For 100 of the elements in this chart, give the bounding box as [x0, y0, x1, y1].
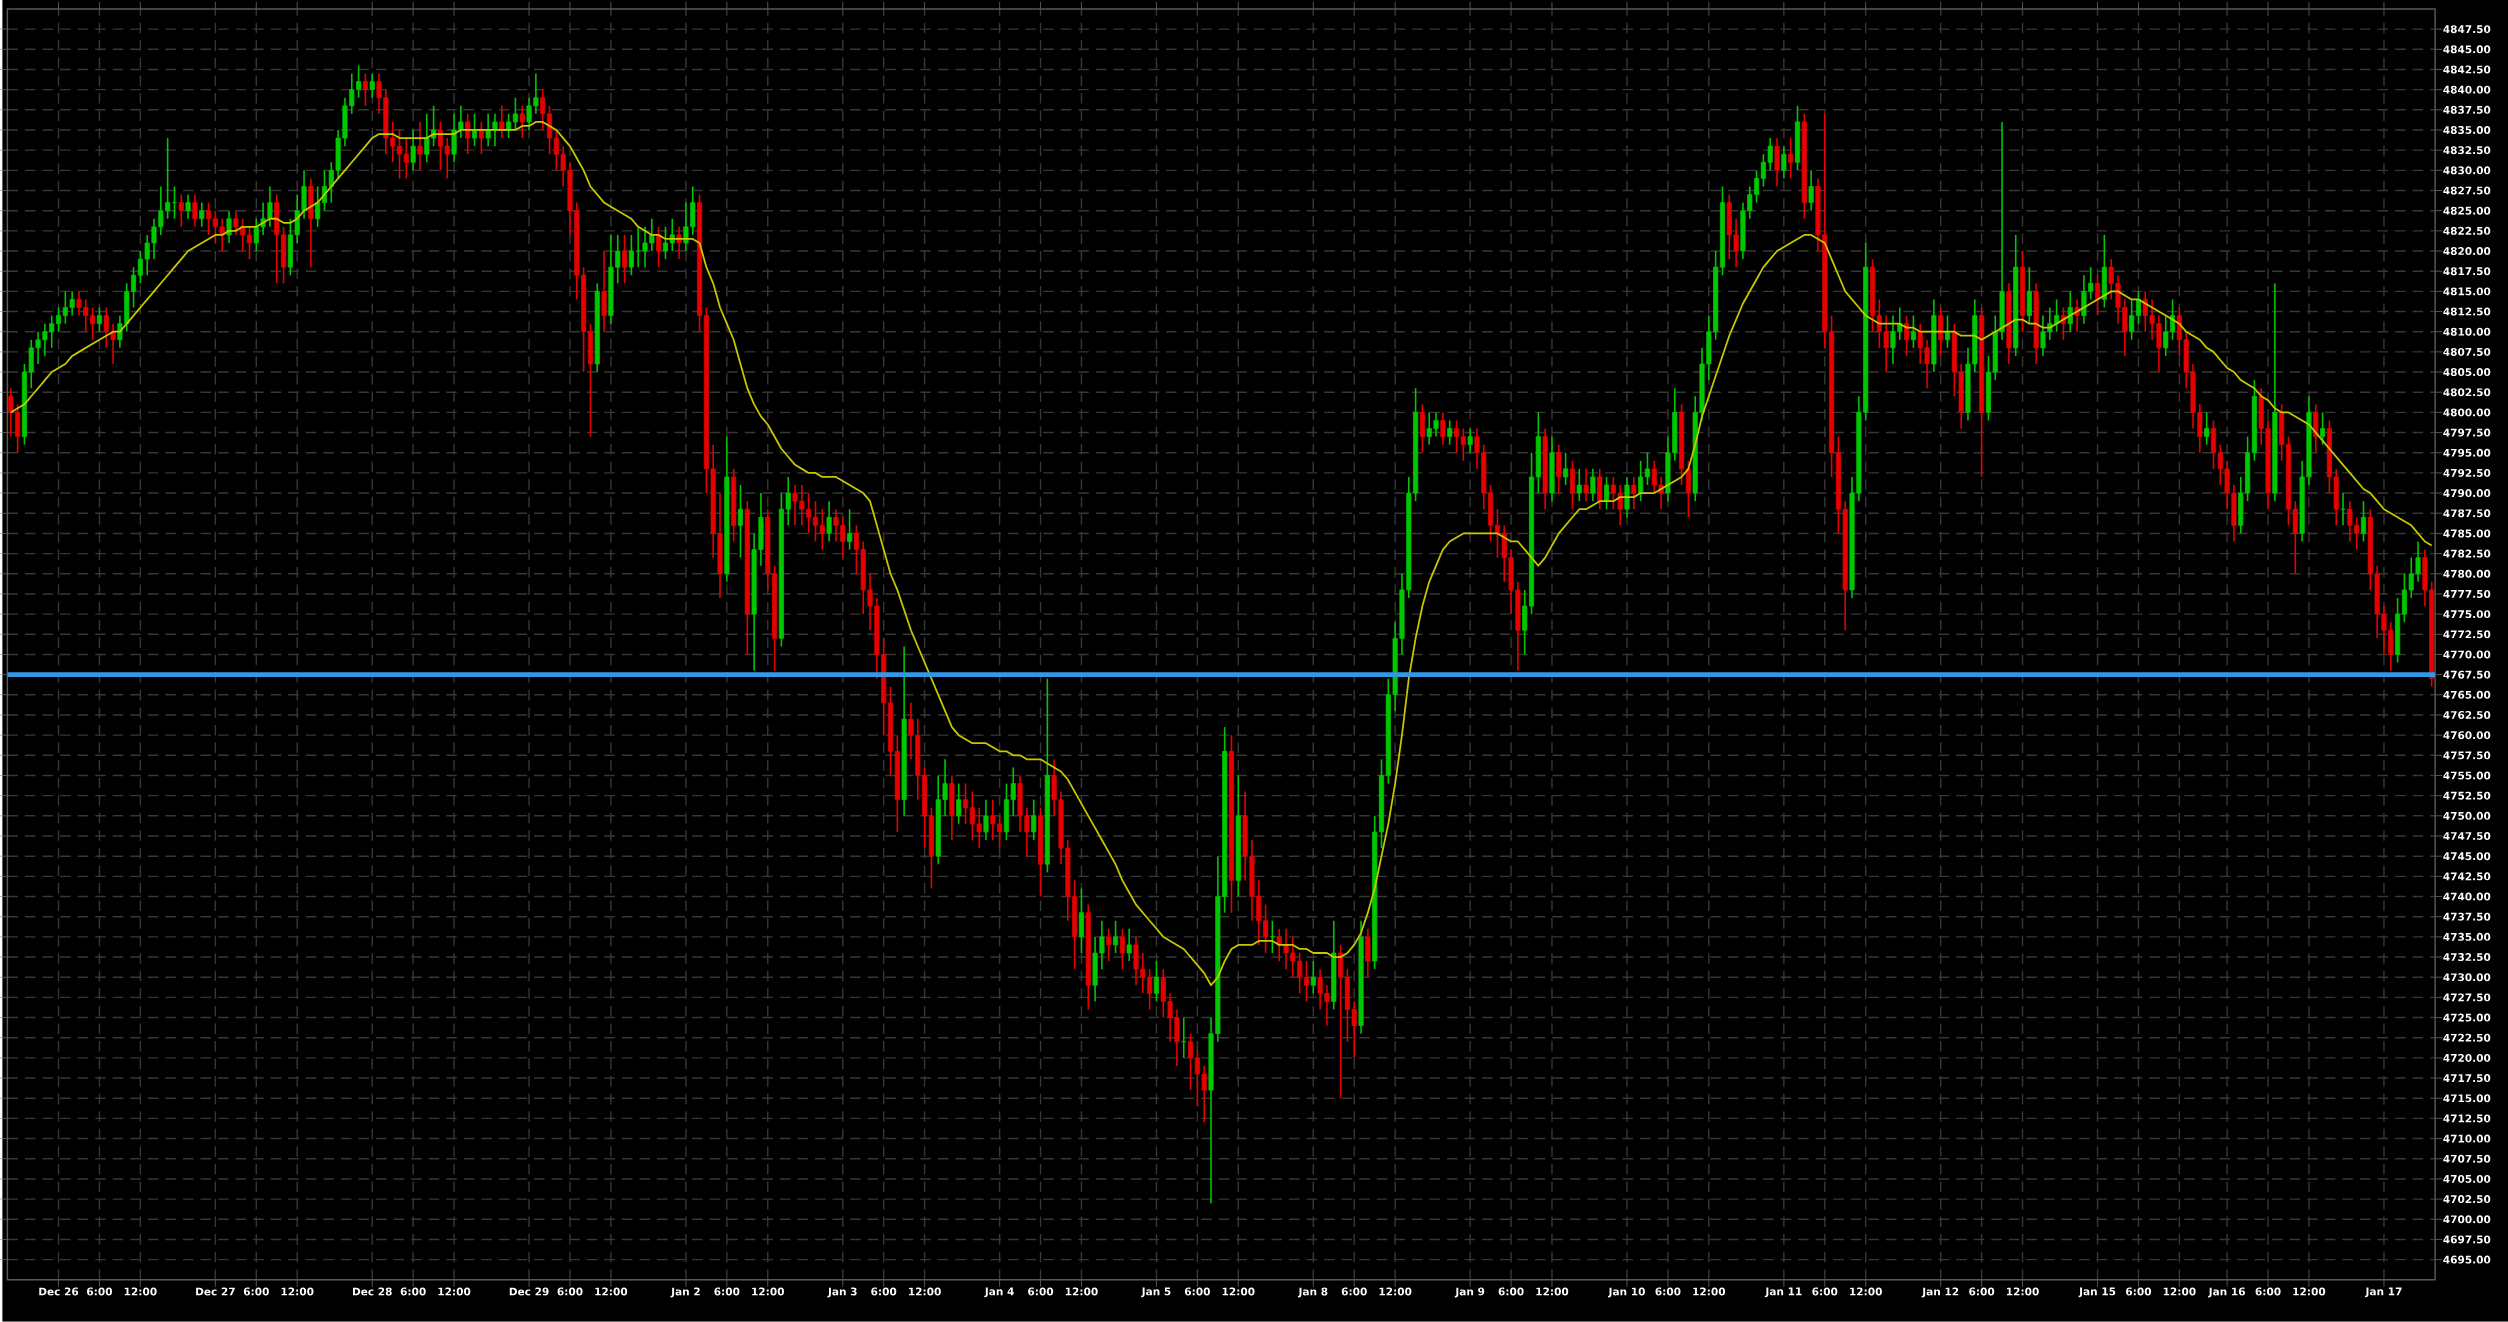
candlestick	[192, 193, 198, 228]
candlestick	[478, 121, 484, 156]
candlestick	[471, 113, 478, 148]
candlestick	[315, 185, 321, 228]
candlestick	[847, 508, 853, 551]
candlestick	[1119, 928, 1125, 971]
candlestick	[1583, 468, 1589, 503]
candlestick	[656, 226, 662, 269]
candlestick	[226, 210, 232, 244]
y-tick-label: 4765.00	[2443, 690, 2491, 699]
y-tick-label: 4815.00	[2443, 287, 2491, 296]
y-tick-label: 4732.50	[2443, 953, 2491, 962]
y-tick-label: 4785.00	[2443, 529, 2491, 538]
y-tick-label: 4705.00	[2443, 1175, 2491, 1184]
candlestick	[2204, 411, 2210, 446]
y-tick-label: 4742.50	[2443, 872, 2491, 881]
candlestick	[956, 782, 962, 825]
x-tick-label: 12:00	[752, 1287, 785, 1296]
x-tick-label: 6:00	[1184, 1287, 1210, 1296]
y-tick-label: 4807.50	[2443, 348, 2491, 357]
y-tick-label: 4710.00	[2443, 1134, 2491, 1143]
y-tick-label: 4760.00	[2443, 731, 2491, 740]
x-tick-label: 12:00	[2163, 1287, 2196, 1296]
candlestick	[369, 72, 375, 99]
y-tick-label: 4720.00	[2443, 1054, 2491, 1063]
y-tick-label: 4702.50	[2443, 1195, 2491, 1204]
x-tick-label: Jan 4	[984, 1287, 1014, 1298]
candlestick	[737, 484, 744, 559]
x-tick-label: 12:00	[1065, 1287, 1098, 1296]
candlestick	[1126, 928, 1132, 962]
y-tick-label: 4750.00	[2443, 811, 2491, 820]
y-tick-label: 4805.00	[2443, 368, 2491, 377]
y-tick-label: 4737.50	[2443, 912, 2491, 921]
x-tick-label: 12:00	[1379, 1287, 1412, 1296]
candlestick	[1447, 419, 1453, 446]
y-tick-label: 4792.50	[2443, 469, 2491, 478]
candlestick	[2360, 500, 2367, 543]
candlestick	[1188, 1033, 1194, 1092]
y-tick-label: 4772.50	[2443, 630, 2491, 639]
y-tick-label: 4835.00	[2443, 126, 2491, 135]
y-tick-label: 4747.50	[2443, 832, 2491, 841]
y-tick-label: 4712.50	[2443, 1114, 2491, 1123]
y-tick-label: 4822.50	[2443, 226, 2491, 235]
candlestick	[2129, 298, 2135, 341]
x-tick-label: 6:00	[1655, 1287, 1681, 1296]
x-tick-label: Jan 12	[1921, 1287, 1959, 1298]
candlestick	[506, 113, 512, 139]
y-tick-label: 4757.50	[2443, 751, 2491, 760]
x-tick-label: 6:00	[243, 1287, 269, 1296]
x-tick-label: 6:00	[714, 1287, 740, 1296]
y-tick-label: 4812.50	[2443, 307, 2491, 316]
y-tick-label: 4810.00	[2443, 327, 2491, 336]
y-tick-label: 4777.50	[2443, 590, 2491, 599]
y-tick-label: 4782.50	[2443, 549, 2491, 558]
x-tick-label: 6:00	[557, 1287, 583, 1296]
x-tick-label: Dec 26	[39, 1287, 79, 1296]
candlestick	[492, 113, 498, 148]
x-tick-label: 6:00	[1498, 1287, 1524, 1296]
y-tick-label: 4707.50	[2443, 1154, 2491, 1163]
x-tick-label: 12:00	[124, 1287, 157, 1296]
y-tick-label: 4767.50	[2443, 670, 2491, 679]
candlestick	[1808, 169, 1814, 212]
candlestick	[983, 799, 989, 841]
y-tick-label: 4840.00	[2443, 85, 2491, 94]
y-tick-label: 4795.00	[2443, 448, 2491, 457]
y-tick-label: 4700.00	[2443, 1215, 2491, 1224]
candlestick	[465, 113, 471, 156]
y-tick-label: 4832.50	[2443, 146, 2491, 155]
x-tick-label: Jan 9	[1454, 1287, 1485, 1298]
candlestick	[1563, 452, 1569, 486]
x-tick-label: Jan 3	[827, 1287, 857, 1298]
candlestick	[622, 234, 628, 285]
y-tick-label: 4780.00	[2443, 569, 2491, 578]
y-tick-label: 4800.00	[2443, 408, 2491, 417]
candlestick	[826, 500, 832, 543]
candlestick	[2135, 290, 2141, 325]
y-tick-label: 4775.00	[2443, 610, 2491, 619]
y-tick-label: 4847.50	[2443, 25, 2491, 34]
candlestick	[512, 97, 518, 131]
candlestick	[1604, 476, 1610, 511]
x-tick-label: 6:00	[1812, 1287, 1838, 1296]
candlestick	[1303, 960, 1310, 1003]
candlestick	[1310, 960, 1316, 995]
y-tick-label: 4697.50	[2443, 1235, 2491, 1244]
x-tick-label: 12:00	[281, 1287, 314, 1296]
x-tick-label: 12:00	[1693, 1287, 1726, 1296]
candlestick	[499, 105, 505, 139]
candlestick	[1910, 314, 1916, 349]
y-tick-label: 4817.50	[2443, 267, 2491, 276]
candlestick	[417, 121, 423, 172]
x-tick-label: 12:00	[438, 1287, 471, 1296]
candlestick	[185, 193, 191, 220]
y-tick-label: 4825.00	[2443, 206, 2491, 215]
x-tick-label: Dec 28	[352, 1287, 392, 1296]
candlestick	[199, 201, 205, 228]
x-tick-label: 6:00	[2255, 1287, 2281, 1296]
y-tick-label: 4830.00	[2443, 166, 2491, 175]
x-tick-label: Jan 8	[1297, 1287, 1328, 1298]
x-tick-label: 6:00	[871, 1287, 897, 1296]
y-tick-label: 4745.00	[2443, 852, 2491, 861]
